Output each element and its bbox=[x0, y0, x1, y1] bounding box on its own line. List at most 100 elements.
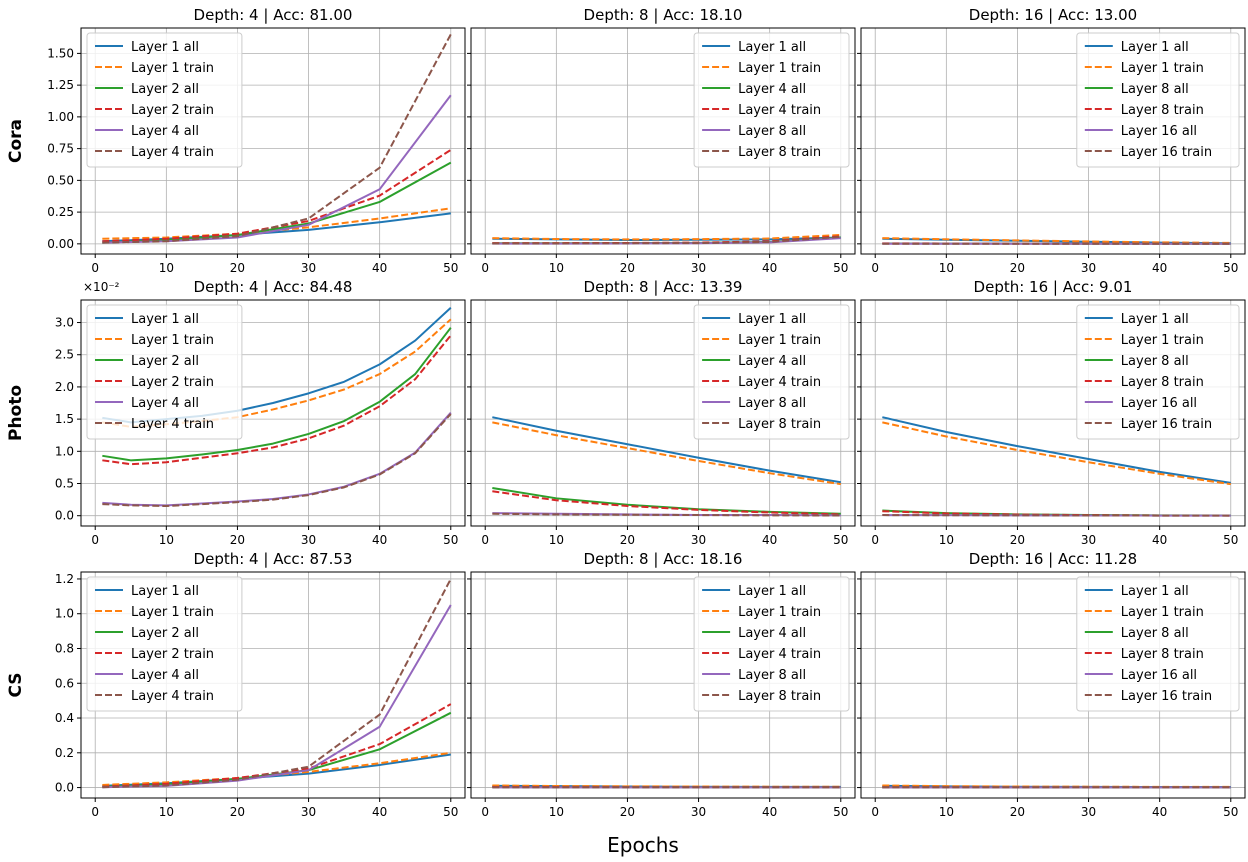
y-tick-label: 0.50 bbox=[47, 173, 74, 187]
legend-label: Layer 4 all bbox=[131, 668, 199, 683]
x-tick-label: 10 bbox=[159, 805, 174, 819]
subplot-3-1: 0 10 20 30 40 50 0.0 0.2 0.4 0.6 0.8 1.0 1.2 Depth: 4… bbox=[55, 550, 466, 819]
series-line-layer-2-all bbox=[102, 327, 452, 462]
legend-label: Layer 1 train bbox=[131, 605, 214, 620]
series-line-layer-2-all bbox=[102, 161, 452, 244]
subplot-title: Depth: 8 | Acc: 13.39 bbox=[584, 278, 743, 296]
subplot-title: Depth: 16 | Acc: 9.01 bbox=[974, 278, 1133, 296]
x-tick-label: 0 bbox=[871, 261, 879, 275]
subplot-3-3: 0 10 20 30 40 50 Depth: 16 | Acc: 11.28 Layer 1… bbox=[857, 550, 1246, 819]
legend-box bbox=[1076, 576, 1240, 712]
legend-label: Layer 1 all bbox=[1121, 312, 1189, 327]
x-tick-label: 0 bbox=[481, 261, 489, 275]
legend: Layer 1 all Layer 1 train Layer 4 all Layer… bbox=[693, 32, 850, 168]
series-group bbox=[102, 578, 452, 789]
subplot-2-1: 0 10 20 30 40 50 0.0 0.5 1.0 1.5 2.0 2.5 3.0 Depth: 4… bbox=[55, 278, 466, 547]
legend-label: Layer 4 all bbox=[131, 124, 199, 139]
legend-label: Layer 8 train bbox=[738, 145, 821, 160]
legend-box bbox=[693, 304, 850, 440]
legend-label: Layer 4 train bbox=[131, 145, 214, 160]
x-tick-label: 50 bbox=[443, 261, 458, 275]
legend-label: Layer 1 all bbox=[1121, 40, 1189, 55]
legend: Layer 1 all Layer 1 train Layer 4 all Layer… bbox=[693, 304, 850, 440]
x-tick-label: 40 bbox=[762, 805, 777, 819]
series-line-layer-4-train bbox=[102, 413, 452, 508]
legend-label: Layer 2 all bbox=[131, 626, 199, 641]
legend-label: Layer 1 train bbox=[1121, 605, 1204, 620]
row-label-photo: Photo bbox=[6, 385, 26, 441]
x-tick-label: 0 bbox=[871, 533, 879, 547]
y-tick-label: 3.0 bbox=[55, 316, 74, 330]
legend-label: Layer 16 train bbox=[1121, 145, 1212, 160]
y-tick-label: 0.75 bbox=[47, 142, 74, 156]
legend-box bbox=[86, 304, 243, 440]
axes-frame bbox=[860, 27, 1246, 255]
x-tick-label: 40 bbox=[372, 533, 387, 547]
legend-label: Layer 1 all bbox=[738, 40, 806, 55]
x-tick-label: 20 bbox=[620, 261, 635, 275]
y-tick-label: 0.5 bbox=[55, 477, 74, 491]
legend-label: Layer 2 train bbox=[131, 375, 214, 390]
legend-label: Layer 8 train bbox=[1121, 375, 1204, 390]
legend-label: Layer 1 train bbox=[738, 61, 821, 76]
legend-label: Layer 1 all bbox=[738, 584, 806, 599]
legend-label: Layer 1 train bbox=[738, 605, 821, 620]
x-tick-label: 30 bbox=[1081, 533, 1096, 547]
y-tick-label: 0.0 bbox=[55, 509, 74, 523]
subplot-title: Depth: 4 | Acc: 87.53 bbox=[194, 550, 353, 568]
x-tick-label: 0 bbox=[91, 261, 99, 275]
legend-label: Layer 16 train bbox=[1121, 689, 1212, 704]
x-tick-label: 30 bbox=[691, 533, 706, 547]
legend-box bbox=[693, 576, 850, 712]
subplot-1-1: 0 10 20 30 40 50 0.00 0.25 0.50 0.75 1.00 1.25 1.50 D… bbox=[47, 6, 466, 275]
legend-label: Layer 2 train bbox=[131, 103, 214, 118]
legend: Layer 1 all Layer 1 train Layer 2 all Layer… bbox=[86, 576, 243, 712]
x-tick-label: 10 bbox=[939, 805, 954, 819]
row-label-cs: CS bbox=[6, 672, 26, 697]
x-tick-label: 10 bbox=[939, 533, 954, 547]
legend-label: Layer 1 all bbox=[131, 40, 199, 55]
x-tick-label: 30 bbox=[691, 805, 706, 819]
series-line-layer-1-train bbox=[882, 421, 1231, 486]
legend-box bbox=[86, 32, 243, 168]
x-tick-label: 30 bbox=[301, 533, 316, 547]
x-tick-label: 20 bbox=[1010, 805, 1025, 819]
legend-label: Layer 4 train bbox=[738, 375, 821, 390]
legend-label: Layer 1 all bbox=[131, 312, 199, 327]
axes-frame bbox=[80, 571, 466, 799]
x-tick-label: 30 bbox=[301, 805, 316, 819]
subplot-1-3: 0 10 20 30 40 50 Depth: 16 | Acc: 13.00 Layer 1… bbox=[857, 6, 1246, 275]
x-tick-label: 40 bbox=[1152, 533, 1167, 547]
x-tick-label: 20 bbox=[1010, 533, 1025, 547]
series-group bbox=[882, 237, 1231, 245]
x-tick-label: 40 bbox=[372, 261, 387, 275]
legend-label: Layer 8 train bbox=[1121, 647, 1204, 662]
y-tick-label: 0.00 bbox=[47, 237, 74, 251]
subplot-3-2: 0 10 20 30 40 50 Depth: 8 | Acc: 18.16 Layer 1 … bbox=[467, 550, 856, 819]
y-tick-label: 1.0 bbox=[55, 607, 74, 621]
series-line-layer-1-all bbox=[492, 416, 841, 484]
x-tick-label: 0 bbox=[91, 805, 99, 819]
subplot-title: Depth: 4 | Acc: 84.48 bbox=[194, 278, 353, 296]
x-tick-label: 0 bbox=[871, 805, 879, 819]
x-tick-label: 50 bbox=[443, 533, 458, 547]
x-tick-label: 20 bbox=[620, 805, 635, 819]
series-line-layer-16-train bbox=[882, 514, 1231, 517]
x-tick-label: 20 bbox=[620, 533, 635, 547]
series-group bbox=[102, 33, 452, 244]
x-tick-label: 40 bbox=[372, 805, 387, 819]
x-tick-label: 10 bbox=[159, 261, 174, 275]
axes-frame bbox=[470, 299, 856, 527]
legend: Layer 1 all Layer 1 train Layer 8 all Layer… bbox=[1076, 576, 1240, 712]
legend-label: Layer 8 all bbox=[738, 668, 806, 683]
legend-label: Layer 4 all bbox=[738, 354, 806, 369]
x-tick-label: 10 bbox=[159, 533, 174, 547]
y-tick-label: 0.6 bbox=[55, 676, 74, 690]
legend-label: Layer 4 all bbox=[131, 396, 199, 411]
series-line-layer-4-train bbox=[102, 33, 452, 244]
row-label-cora: Cora bbox=[6, 119, 26, 163]
legend-label: Layer 1 train bbox=[1121, 61, 1204, 76]
legend-box bbox=[693, 32, 850, 168]
x-tick-label: 20 bbox=[230, 533, 245, 547]
x-tick-label: 50 bbox=[833, 533, 848, 547]
